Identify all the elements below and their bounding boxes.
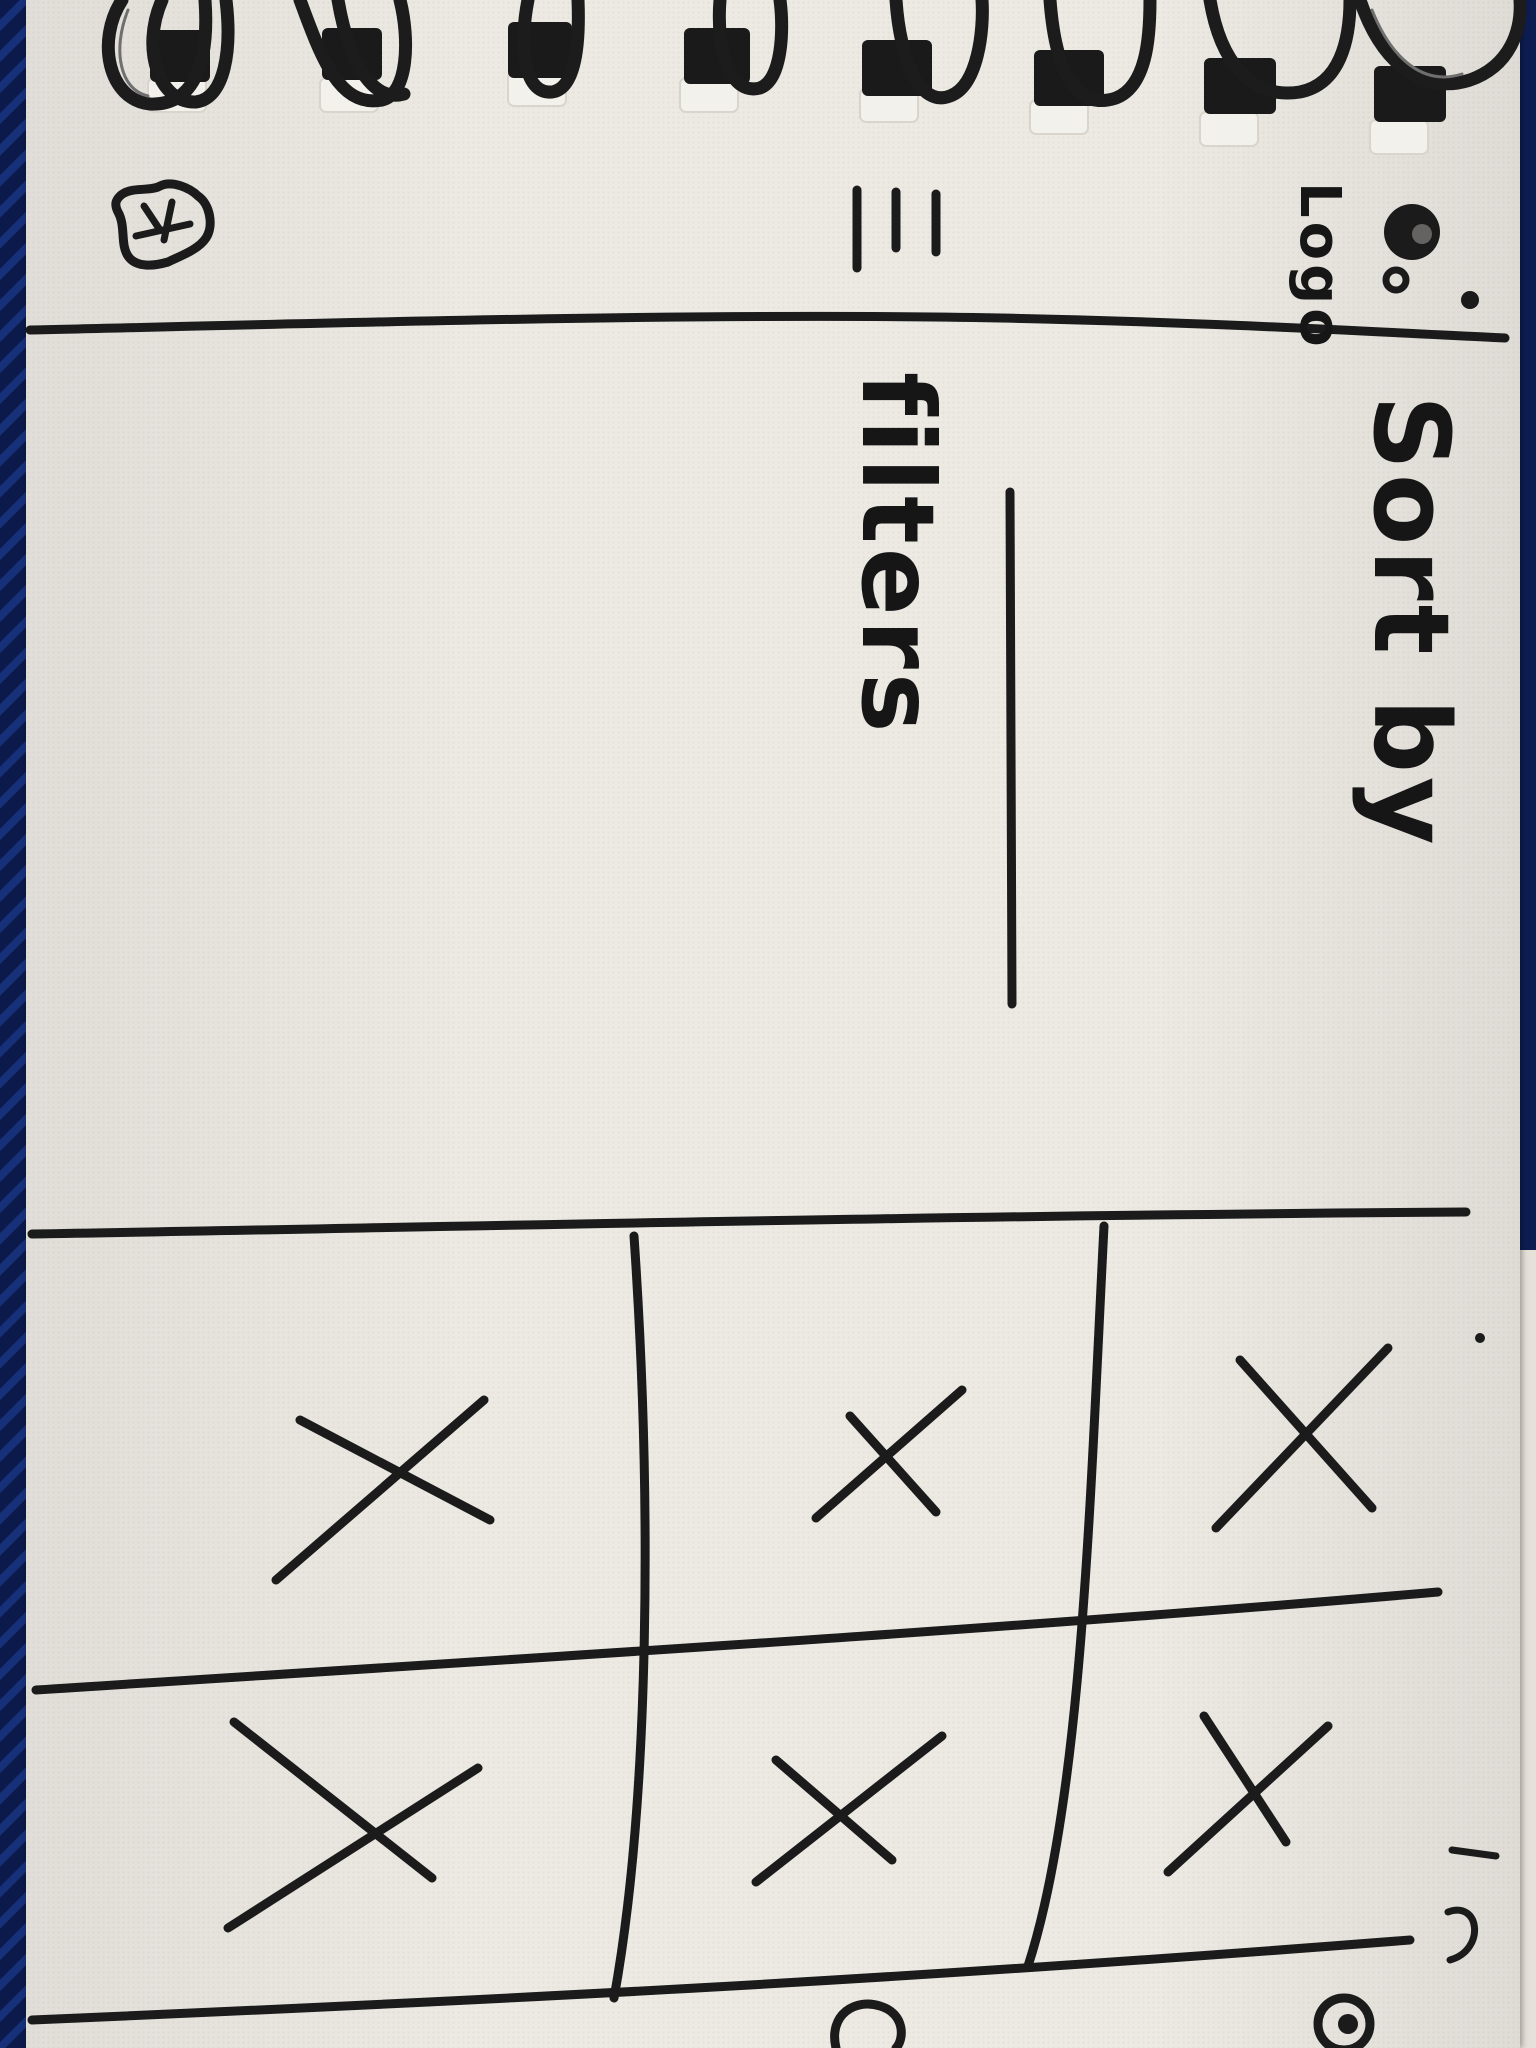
image-placeholder-icon [751,1731,947,1887]
logo-mark [1382,204,1479,309]
image-placeholder-icon [1211,1343,1393,1533]
grid-cell-1[interactable] [271,1395,495,1585]
grid-cell-2[interactable] [811,1385,967,1523]
filters-button[interactable]: filters [839,372,956,737]
image-placeholder-icon [811,1385,967,1523]
home-icon[interactable] [830,1999,906,2048]
grid-cell-6[interactable] [1163,1711,1333,1877]
sketch-paper [26,0,1520,2048]
hamburger-menu-icon[interactable] [852,185,941,273]
grid-cell-3[interactable] [1211,1343,1393,1533]
image-placeholder-icon [271,1395,495,1585]
image-placeholder-icon [1163,1711,1333,1877]
image-placeholder-icon [223,1717,483,1933]
grid-cell-5[interactable] [751,1731,947,1887]
filters-divider [1005,487,1017,1009]
underlying-page-marks [1444,1333,1500,1964]
product-grid [27,1207,1471,2025]
header-divider [25,311,1510,343]
sort-by-button[interactable]: Sort by [1350,395,1472,849]
bottom-nav [830,1993,1375,2048]
header-bar [25,179,1510,343]
shopping-bag-icon[interactable] [111,179,215,270]
profile-icon[interactable] [1313,1993,1375,2048]
spiral-binding [101,0,1527,155]
logo-label: Logo [1287,182,1352,351]
grid-cell-4[interactable] [223,1717,483,1933]
